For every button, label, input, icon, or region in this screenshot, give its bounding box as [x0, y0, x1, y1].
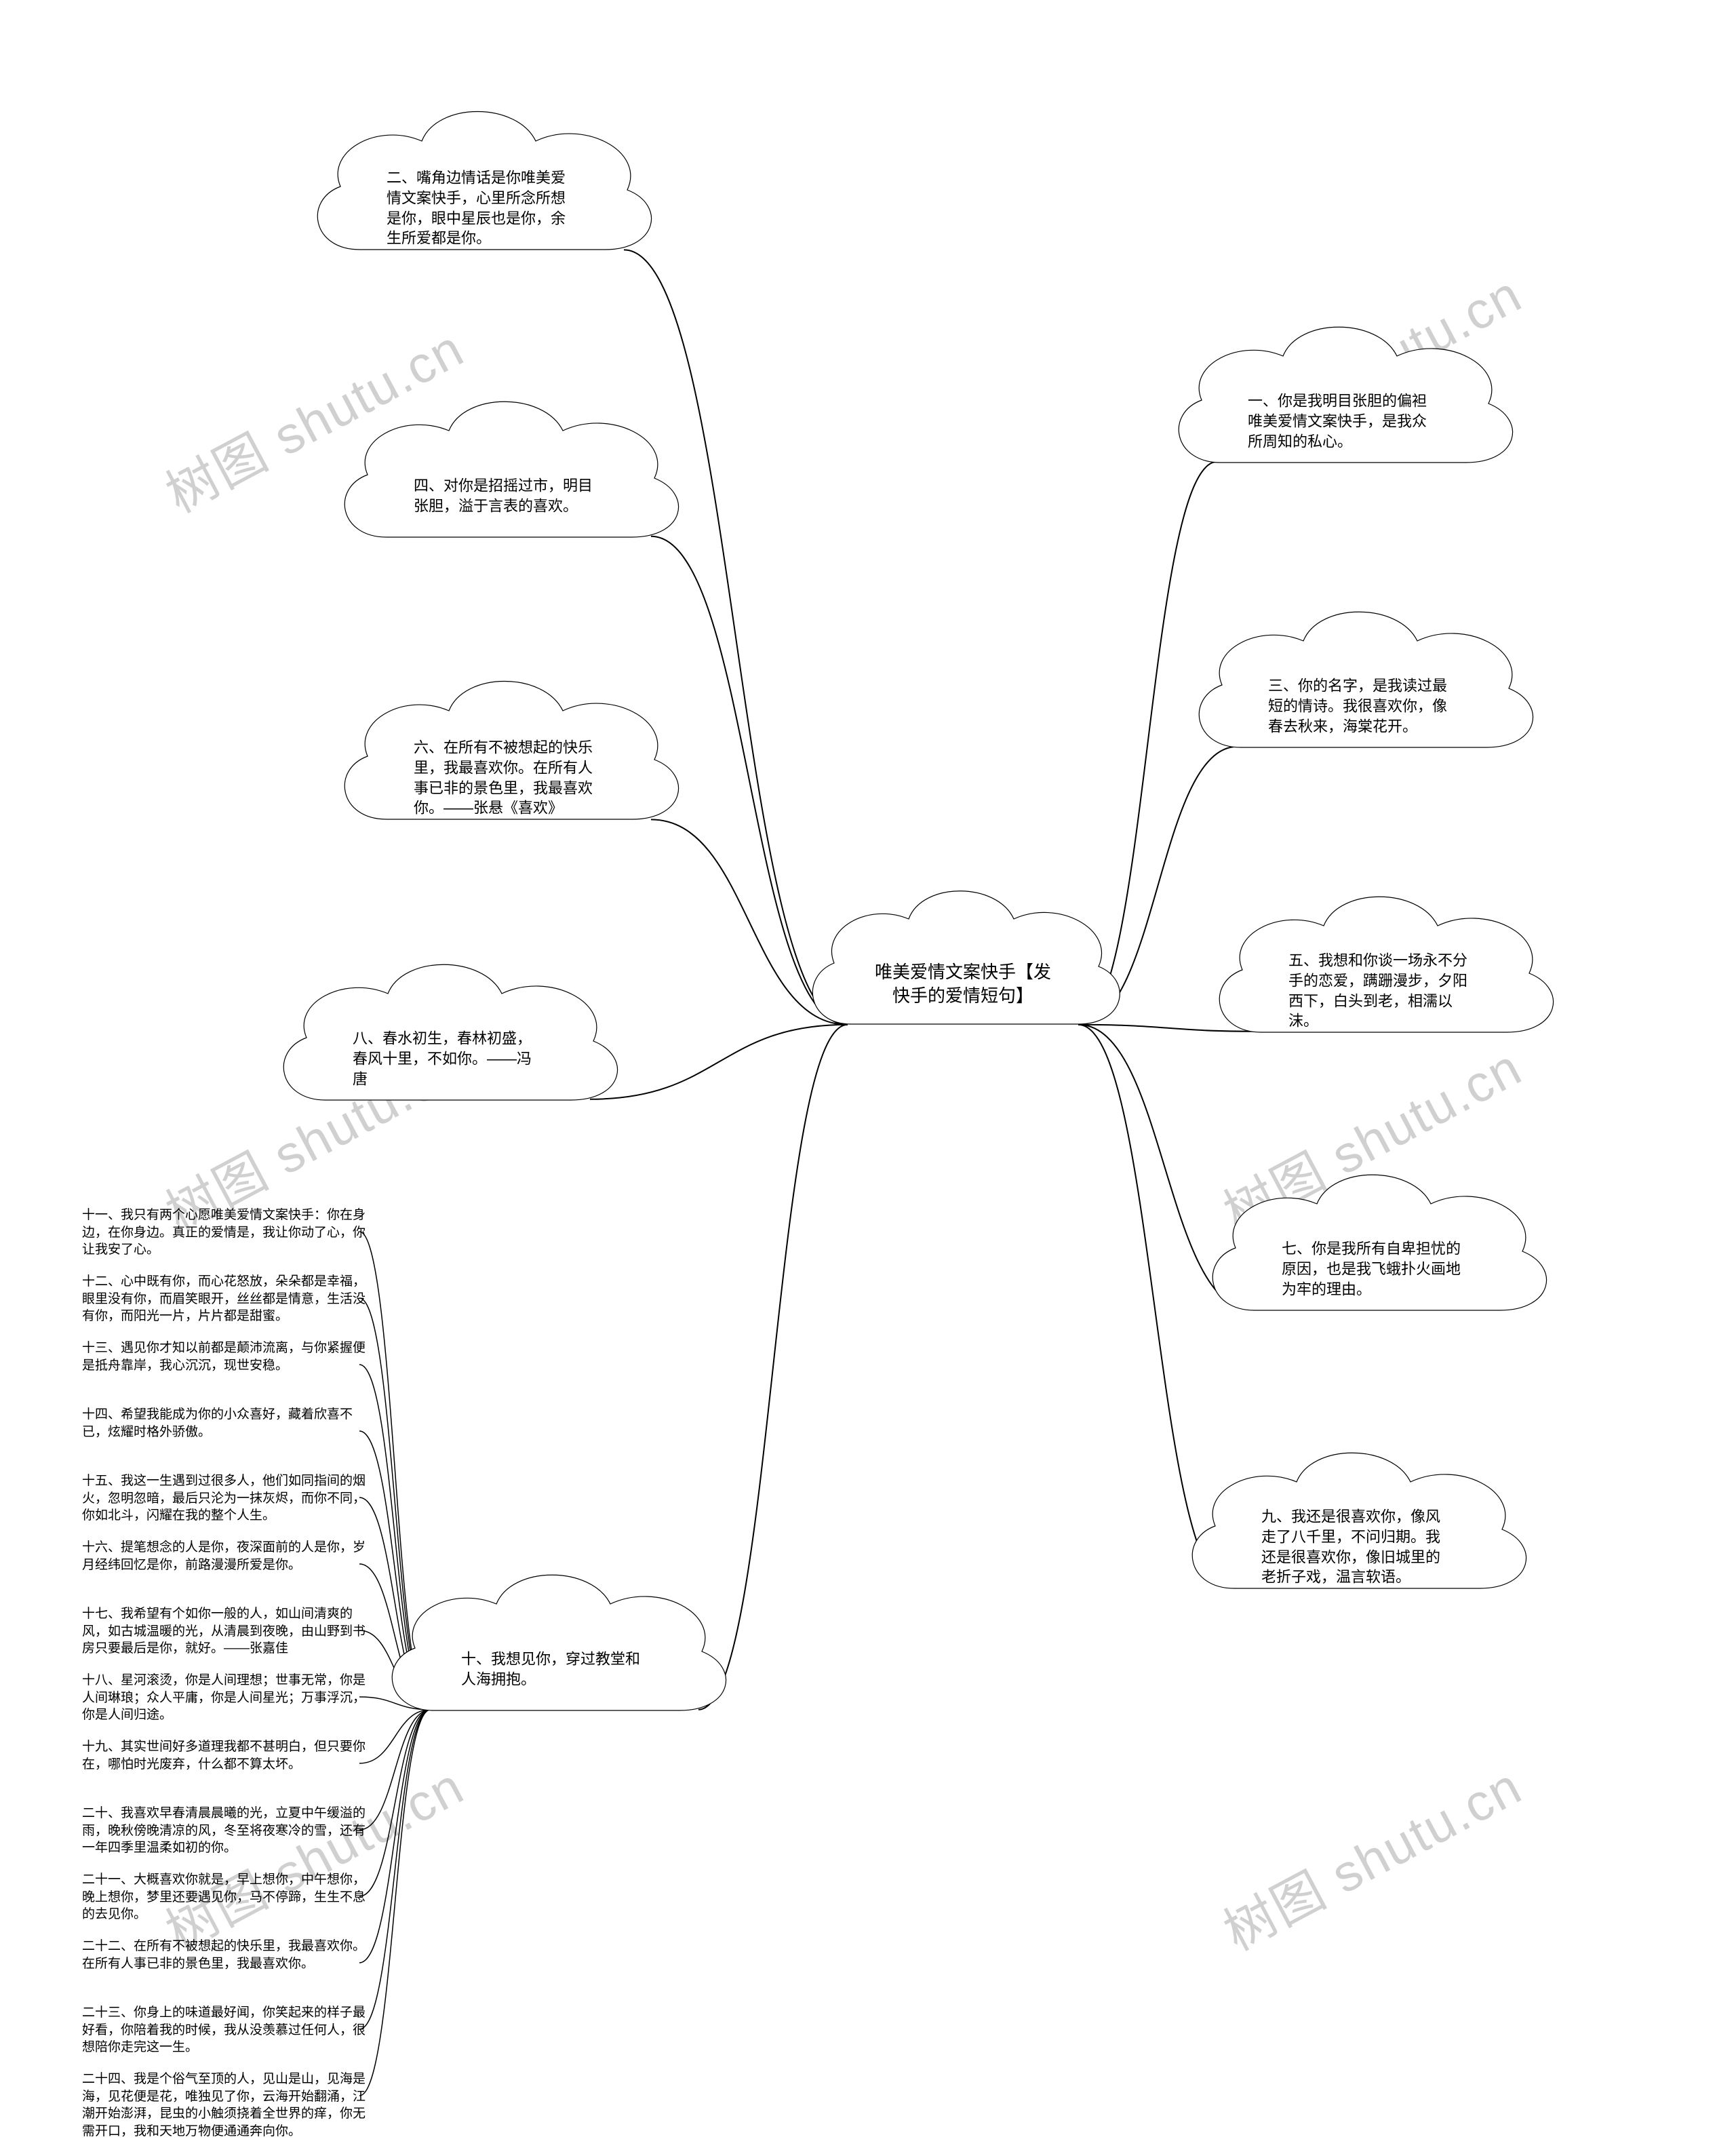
- cloud-label: 六、在所有不被想起的快乐里，我最喜欢你。在所有人事已非的景色里，我最喜欢你。——…: [414, 738, 604, 819]
- root-node[interactable]: 唯美爱情文案快手【发快手的爱情短句】: [787, 855, 1139, 1078]
- cloud-node-5[interactable]: 五、我想和你谈一场永不分手的恋爱，蹒跚漫步，夕阳西下，白头到老，相濡以沫。: [1194, 861, 1573, 1085]
- cloud-label: 二、嘴角边情话是你唯美爱情文案快手，心里所念所想是你，眼中星辰也是你，余生所爱都…: [387, 168, 576, 249]
- cloud-label: 四、对你是招摇过市，明目张胆，溢于言表的喜欢。: [414, 476, 604, 516]
- text-node-s17[interactable]: 十七、我希望有个如你一般的人，如山间清爽的风，如古城温暖的光，从清晨到夜晚，由山…: [75, 1599, 374, 1664]
- text-node-s14[interactable]: 十四、希望我能成为你的小众喜好，藏着欣喜不已，炫耀时格外骄傲。: [75, 1400, 374, 1447]
- cloud-node-7[interactable]: 七、你是我所有自卑担忧的原因，也是我飞蛾扑火画地为牢的理由。: [1187, 1139, 1566, 1363]
- cloud-label: 三、你的名字，是我读过最短的情诗。我很喜欢你，像春去秋来，海棠花开。: [1268, 676, 1458, 737]
- mindmap-canvas: 树图 shutu.cn 树图 shutu.cn 树图 shutu.cn 树图 s…: [0, 0, 1736, 2154]
- cloud-node-9[interactable]: 九、我还是很喜欢你，像风走了八千里，不问归期。我还是很喜欢你，像旧城里的老折子戏…: [1166, 1417, 1546, 1641]
- text-node-s15[interactable]: 十五、我这一生遇到过很多人，他们如同指间的烟火，忽明忽暗，最后只沦为一抹灰烬，而…: [75, 1466, 374, 1531]
- cloud-label: 九、我还是很喜欢你，像风走了八千里，不问归期。我还是很喜欢你，像旧城里的老折子戏…: [1261, 1507, 1451, 1588]
- watermark: 树图 shutu.cn: [1208, 1745, 1533, 1965]
- cloud-label: 十、我想见你，穿过教堂和人海拥抱。: [461, 1649, 651, 1689]
- cloud-node-4[interactable]: 四、对你是招摇过市，明目张胆，溢于言表的喜欢。: [319, 366, 698, 590]
- cloud-node-10[interactable]: 十、我想见你，穿过教堂和人海拥抱。: [366, 1540, 746, 1763]
- text-node-s13[interactable]: 十三、遇见你才知以前都是颠沛流离，与你紧握便是抵舟靠岸，我心沉沉，现世安稳。: [75, 1333, 374, 1380]
- cloud-node-2[interactable]: 二、嘴角边情话是你唯美爱情文案快手，心里所念所想是你，眼中星辰也是你，余生所爱都…: [292, 75, 671, 305]
- text-node-s22[interactable]: 二十二、在所有不被想起的快乐里，我最喜欢你。在所有人事已非的景色里，我最喜欢你。: [75, 1932, 374, 1978]
- cloud-label: 八、春水初生，春林初盛，春风十里，不如你。——冯唐: [353, 1029, 542, 1089]
- cloud-node-3[interactable]: 三、你的名字，是我读过最短的情诗。我很喜欢你，像春去秋来，海棠花开。: [1173, 576, 1553, 800]
- cloud-node-8[interactable]: 八、春水初生，春林初盛，春风十里，不如你。——冯唐: [258, 929, 637, 1153]
- cloud-node-1[interactable]: 一、你是我明目张胆的偏袒唯美爱情文案快手，是我众所周知的私心。: [1153, 292, 1533, 515]
- text-node-s11[interactable]: 十一、我只有两个心愿唯美爱情文案快手：你在身边，在你身边。真正的爱情是，我让你动…: [75, 1200, 374, 1265]
- text-node-s21[interactable]: 二十一、大概喜欢你就是，早上想你，中午想你，晚上想你，梦里还要遇见你，马不停蹄，…: [75, 1865, 374, 1930]
- cloud-node-6[interactable]: 六、在所有不被想起的快乐里，我最喜欢你。在所有人事已非的景色里，我最喜欢你。——…: [319, 644, 698, 875]
- root-label: 唯美爱情文案快手【发快手的爱情短句】: [875, 960, 1051, 1008]
- text-node-s23[interactable]: 二十三、你身上的味道最好闻，你笑起来的样子最好看，你陪着我的时候，我从没羡慕过任…: [75, 1998, 374, 2062]
- text-node-s20[interactable]: 二十、我喜欢早春清晨晨曦的光，立夏中午缓溢的雨，晚秋傍晚清凉的风，冬至将夜寒冷的…: [75, 1799, 374, 1863]
- cloud-label: 七、你是我所有自卑担忧的原因，也是我飞蛾扑火画地为牢的理由。: [1282, 1239, 1472, 1299]
- cloud-label: 一、你是我明目张胆的偏袒唯美爱情文案快手，是我众所周知的私心。: [1248, 391, 1438, 452]
- text-node-s18[interactable]: 十八、星河滚烫，你是人间理想；世事无常，你是人间琳琅；众人平庸，你是人间星光；万…: [75, 1666, 374, 1730]
- text-node-s16[interactable]: 十六、提笔想念的人是你，夜深面前的人是你，岁月经纬回忆是你，前路漫漫所爱是你。: [75, 1533, 374, 1580]
- text-node-s19[interactable]: 十九、其实世间好多道理我都不甚明白，但只要你在，哪怕时光废弃，什么都不算太坏。: [75, 1732, 374, 1779]
- text-node-s12[interactable]: 十二、心中既有你，而心花怒放，朵朵都是幸福，眼里没有你，而眉笑眼开，丝丝都是情意…: [75, 1267, 374, 1331]
- cloud-label: 五、我想和你谈一场永不分手的恋爱，蹒跚漫步，夕阳西下，白头到老，相濡以沫。: [1288, 951, 1478, 1032]
- text-node-s24[interactable]: 二十四、我是个俗气至顶的人，见山是山，见海是海，见花便是花，唯独见了你，云海开始…: [75, 2064, 374, 2147]
